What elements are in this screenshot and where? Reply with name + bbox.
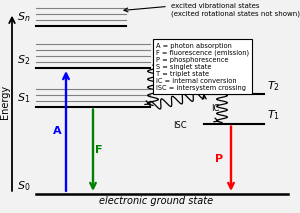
Text: $S_0$: $S_0$ <box>16 179 30 193</box>
Text: A: A <box>53 126 61 136</box>
Text: $S_n$: $S_n$ <box>16 11 30 24</box>
Text: ISC: ISC <box>173 121 187 130</box>
Text: A = photon absorption
F = fluorescence (emission)
P = phosphorescence
S = single: A = photon absorption F = fluorescence (… <box>156 43 249 91</box>
Text: IC: IC <box>165 76 173 85</box>
Text: electronic ground state: electronic ground state <box>99 196 213 206</box>
Text: excited vibrational states
(excited rotational states not shown): excited vibrational states (excited rota… <box>171 3 300 17</box>
Text: $T_2$: $T_2$ <box>267 79 280 93</box>
Text: $S_2$: $S_2$ <box>17 53 30 67</box>
Text: IC: IC <box>211 104 219 113</box>
Text: $T_1$: $T_1$ <box>267 109 280 122</box>
Text: P: P <box>215 154 223 164</box>
Text: F: F <box>95 145 103 155</box>
Text: $S_1$: $S_1$ <box>17 92 30 105</box>
Text: Energy: Energy <box>0 85 11 119</box>
